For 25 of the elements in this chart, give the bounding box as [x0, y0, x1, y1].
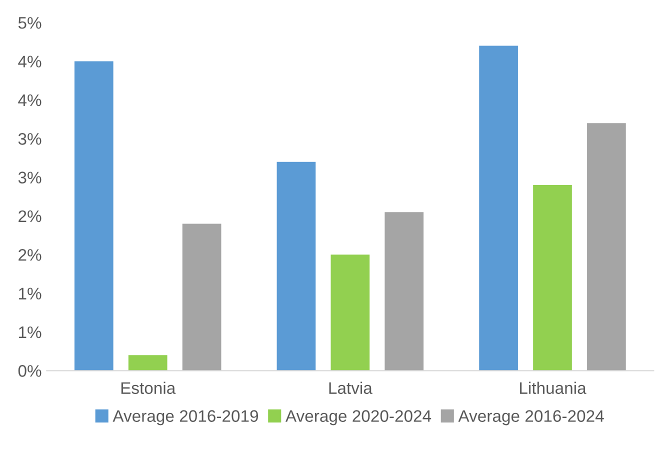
bar [533, 185, 572, 371]
y-tick-label: 2% [18, 249, 42, 261]
y-tick-label: 5% [18, 17, 42, 29]
bar [479, 46, 518, 371]
y-tick-label: 4% [18, 94, 42, 106]
bar [276, 162, 316, 371]
bar [587, 123, 626, 371]
y-tick-label: 1% [19, 288, 42, 300]
y-tick-label: 1% [19, 326, 42, 338]
bar [74, 61, 114, 371]
bar [182, 224, 222, 371]
y-tick-label: 4% [18, 56, 42, 68]
x-tick-label: Lithuania [520, 382, 586, 394]
legend-label: Average 2020-2024 [285, 410, 432, 426]
legend-label: Average 2016-2024 [458, 410, 604, 426]
x-tick-label: Estonia [121, 382, 176, 394]
y-tick-label: 2% [18, 210, 42, 222]
y-tick-label: 3% [18, 133, 42, 145]
bar [330, 254, 370, 371]
y-tick-label: 3% [18, 172, 42, 184]
x-tick-label: Latvia [329, 382, 372, 394]
bar [384, 212, 424, 371]
y-tick-label: 0% [18, 365, 42, 377]
bar [128, 355, 168, 371]
legend-label: Average 2016-2019 [112, 410, 258, 426]
